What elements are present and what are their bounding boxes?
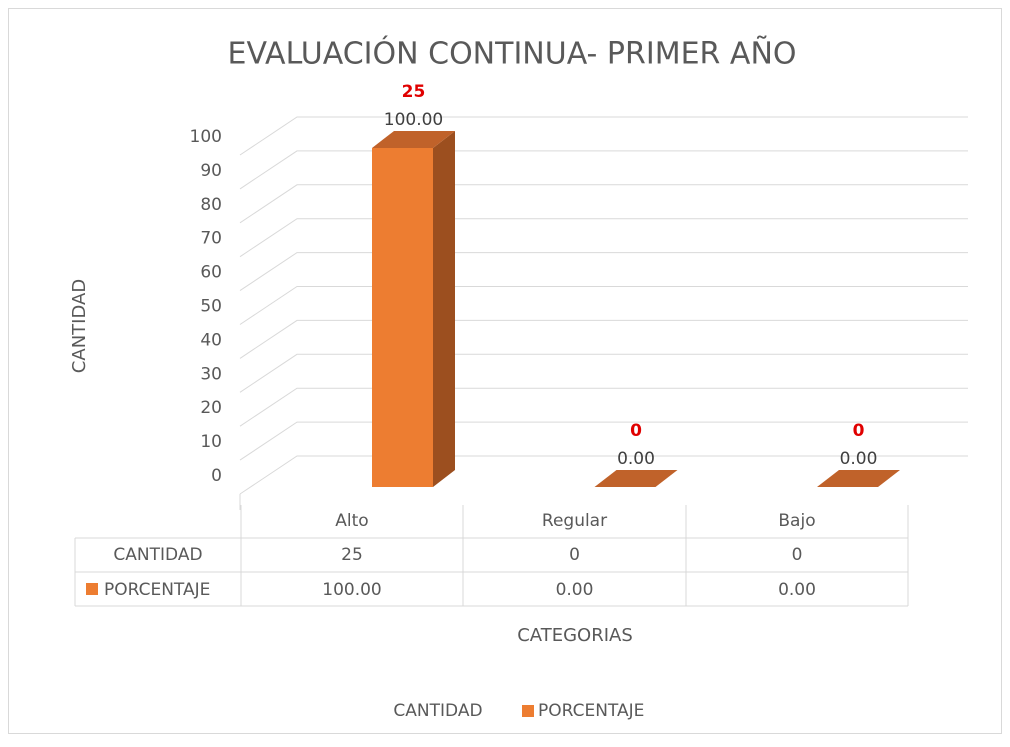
- table-row-header: CANTIDAD: [113, 545, 202, 565]
- x-axis-label: CATEGORIAS: [517, 625, 633, 646]
- y-tick-label: 40: [200, 330, 222, 350]
- data-label: 0.00: [617, 449, 655, 469]
- grid-line: [239, 421, 968, 461]
- grid-line: [239, 218, 968, 258]
- y-tick-label: 30: [200, 364, 222, 384]
- chart-title: EVALUACIÓN CONTINUA- PRIMER AÑO: [227, 35, 796, 72]
- x-tick-label: Bajo: [778, 511, 815, 531]
- grid-line: [239, 387, 968, 427]
- y-tick-label: 50: [200, 297, 222, 317]
- x-tick-label: Regular: [542, 511, 607, 531]
- y-tick-label: 80: [200, 195, 222, 215]
- data-label: 0.00: [840, 449, 878, 469]
- bar: [372, 148, 433, 487]
- x-tick-label: Alto: [335, 511, 368, 531]
- table-cell: 0: [569, 545, 580, 565]
- bar-side: [433, 131, 455, 487]
- y-tick-label: 0: [211, 466, 222, 486]
- bar-top: [817, 470, 900, 487]
- grid-line: [239, 184, 968, 224]
- data-label: 100.00: [384, 110, 443, 130]
- table-row-header: PORCENTAJE: [104, 580, 210, 600]
- data-label: 0: [630, 421, 642, 441]
- grid-line: [239, 116, 968, 156]
- table-cell: 0: [792, 545, 803, 565]
- y-tick-label: 20: [200, 398, 222, 418]
- grid-line: [239, 252, 968, 292]
- table-cell: 0.00: [556, 580, 594, 600]
- grid-line: [239, 150, 968, 190]
- chart-border: [8, 8, 1002, 734]
- grid-line: [239, 455, 968, 495]
- legend-label: CANTIDAD: [393, 701, 482, 721]
- data-label: 0: [853, 421, 865, 441]
- data-label: 25: [402, 82, 426, 102]
- table-cell: 100.00: [322, 580, 381, 600]
- grid-line: [239, 353, 968, 393]
- y-tick-label: 10: [200, 432, 222, 452]
- bar-top: [372, 131, 455, 148]
- grid-line: [239, 286, 968, 325]
- y-tick-label: 70: [200, 229, 222, 249]
- table-cell: 25: [341, 545, 363, 565]
- y-axis-label: CANTIDAD: [69, 279, 90, 373]
- legend-swatch: [522, 705, 534, 717]
- bar-top: [594, 470, 678, 487]
- y-tick-label: 100: [190, 127, 222, 147]
- y-tick-label: 90: [200, 161, 222, 181]
- grid-line: [239, 319, 968, 359]
- table-cell: 0.00: [778, 580, 816, 600]
- y-tick-label: 60: [200, 263, 222, 283]
- legend-swatch: [86, 583, 98, 595]
- legend-label: PORCENTAJE: [538, 701, 644, 721]
